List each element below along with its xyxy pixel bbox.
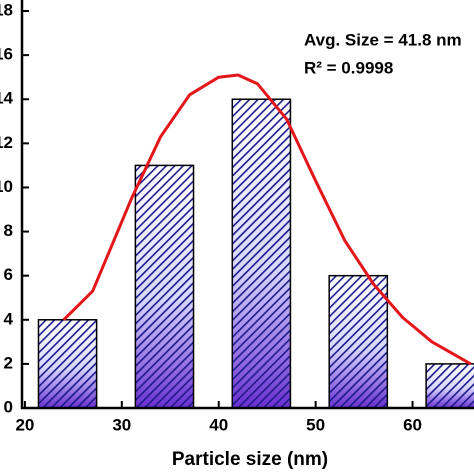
- bar: [328, 274, 389, 409]
- x-tick-label: 40: [209, 415, 228, 434]
- y-tick-label: 10: [0, 177, 13, 196]
- y-tick-label: 18: [0, 1, 13, 20]
- annotation: Avg. Size = 41.8 nm: [304, 30, 462, 49]
- x-tick-label: 60: [403, 415, 422, 434]
- fit-curve: [62, 73, 472, 366]
- x-tick-label: 50: [306, 415, 325, 434]
- x-axis-label: Particle size (nm): [172, 449, 328, 470]
- y-tick-label: 8: [4, 221, 13, 240]
- bar: [37, 319, 98, 409]
- x-tick-label: 30: [112, 415, 131, 434]
- y-tick-label: 2: [4, 353, 13, 372]
- y-tick-label: 4: [4, 309, 14, 328]
- y-tick-label: 6: [4, 265, 13, 284]
- bar: [425, 363, 474, 409]
- y-tick-label: 12: [0, 133, 13, 152]
- plot-area: 0 2 4 6 8 10 12 14 16 18 20 30 40 50 60: [0, 0, 474, 434]
- y-tick-label: 0: [4, 397, 13, 416]
- annotation: R² = 0.9998: [304, 58, 393, 77]
- y-tick-label: 14: [0, 89, 14, 108]
- plot-frame: [20, 0, 474, 410]
- y-tick-label: 16: [0, 45, 13, 64]
- bar: [134, 164, 195, 409]
- bar: [231, 98, 292, 409]
- x-tick-label: 20: [15, 415, 34, 434]
